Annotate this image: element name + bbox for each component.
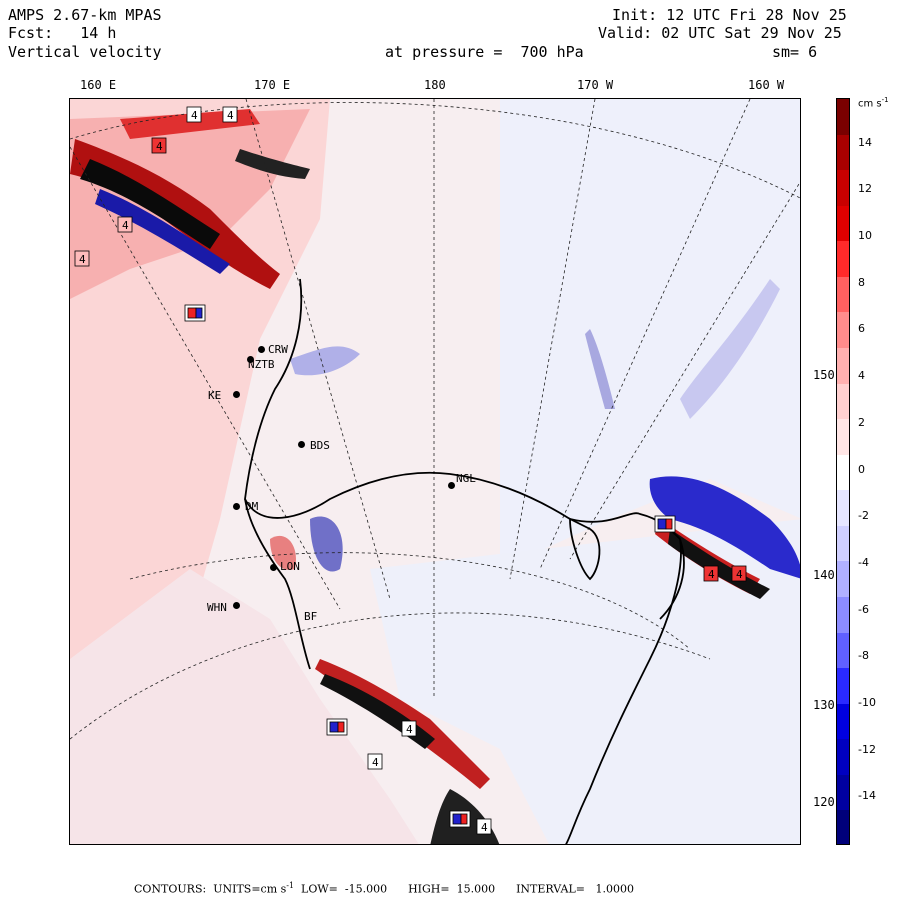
- lon-tick-170e: 170 E: [254, 78, 291, 92]
- station-bf: BF: [304, 610, 318, 623]
- colorbar-label: 12: [858, 182, 872, 196]
- station-ngl: NGL: [456, 472, 476, 485]
- colorbar-label: 4: [858, 369, 865, 383]
- colorbar-label: 14: [858, 135, 872, 149]
- valid-time: Valid: 02 UTC Sat 29 Nov 25: [598, 24, 842, 42]
- station-marker: [258, 346, 265, 353]
- station-whn: WHN: [207, 601, 227, 614]
- station-marker: [270, 564, 277, 571]
- contour-label: 4: [708, 568, 715, 581]
- contour-label: 4: [191, 109, 198, 122]
- colorbar-label: -10: [858, 695, 876, 709]
- colorbar-segment: [837, 561, 849, 598]
- colorbar-segment: [837, 348, 849, 385]
- station-dm: DM: [245, 500, 259, 513]
- lon-tick-160w: 160 W: [748, 78, 785, 92]
- colorbar-segment: [837, 703, 849, 740]
- model-title: AMPS 2.67-km MPAS: [8, 6, 162, 24]
- colorbar-segment: [837, 490, 849, 527]
- colorbar-label: -12: [858, 742, 876, 756]
- colorbar-segment: [837, 774, 849, 811]
- contour-info: CONTOURS: UNITS=cm s-1 LOW= -15.000 HIGH…: [134, 881, 634, 896]
- station-bds: BDS: [310, 439, 330, 452]
- colorbar-segment: [837, 383, 849, 420]
- colorbar-segment: [837, 597, 849, 634]
- colorbar-label: -8: [858, 649, 869, 663]
- colorbar-label: 8: [858, 275, 865, 289]
- station-crw: CRW: [268, 343, 288, 356]
- colorbar-segment: [837, 810, 849, 844]
- colorbar-segment: [837, 205, 849, 242]
- colorbar-label: -14: [858, 789, 876, 803]
- colorbar-segment: [837, 454, 849, 491]
- vertical-velocity-map: 4 4 4 4 4 4 4 4 4 4 CR: [69, 98, 801, 845]
- station-marker: [233, 503, 240, 510]
- station-marker: [448, 482, 455, 489]
- station-marker: [298, 441, 305, 448]
- contour-label: 4: [156, 140, 163, 153]
- colorbar-label: 0: [858, 462, 865, 476]
- colorbar-label: 2: [858, 415, 865, 429]
- lon-tick-180: 180: [424, 78, 446, 92]
- colorbar-segment: [837, 134, 849, 171]
- colorbar-label: -4: [858, 555, 869, 569]
- colorbar-segment: [837, 739, 849, 776]
- contour-label: 4: [79, 253, 86, 266]
- station-marker: [233, 602, 240, 609]
- colorbar-segment: [837, 525, 849, 562]
- colorbar-segment: [837, 170, 849, 207]
- colorbar-label: -6: [858, 602, 869, 616]
- colorbar: [836, 98, 850, 845]
- smoothing: sm= 6: [772, 43, 818, 61]
- lon-tick-160e: 160 E: [80, 78, 117, 92]
- contour-label: 4: [372, 756, 379, 769]
- colorbar-segment: [837, 99, 849, 136]
- colorbar-units: cm s-1: [858, 96, 889, 110]
- lon-tick-170w: 170 W: [577, 78, 614, 92]
- colorbar-label: 10: [858, 229, 872, 243]
- contour-label: 4: [122, 219, 129, 232]
- field-name: Vertical velocity: [8, 43, 162, 61]
- contour-label: 4: [406, 723, 413, 736]
- station-ke: KE: [208, 389, 222, 402]
- init-time: Init: 12 UTC Fri 28 Nov 25: [612, 6, 847, 24]
- station-nztb: NZTB: [248, 358, 275, 371]
- pressure-level: at pressure = 700 hPa: [385, 43, 584, 61]
- contour-label: 4: [736, 568, 743, 581]
- station-lon: LON: [280, 560, 300, 573]
- colorbar-label: 6: [858, 322, 865, 336]
- contour-label: 4: [481, 821, 488, 834]
- colorbar-label: -2: [858, 509, 869, 523]
- colorbar-segment: [837, 276, 849, 313]
- map-graphics: 4 4 4 4 4 4 4 4 4 4: [70, 99, 800, 844]
- forecast-hour: Fcst: 14 h: [8, 24, 117, 42]
- contour-label: 4: [227, 109, 234, 122]
- station-marker: [233, 391, 240, 398]
- station-marker: [247, 356, 254, 363]
- colorbar-segment: [837, 312, 849, 349]
- colorbar-segment: [837, 419, 849, 456]
- colorbar-segment: [837, 632, 849, 669]
- colorbar-segment: [837, 241, 849, 278]
- colorbar-segment: [837, 668, 849, 705]
